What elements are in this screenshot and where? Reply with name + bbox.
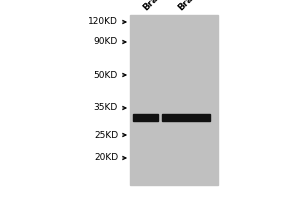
Text: 25KD: 25KD [94, 130, 118, 140]
Text: Brain: Brain [142, 0, 167, 12]
Text: Brain: Brain [177, 0, 202, 12]
Text: 120KD: 120KD [88, 18, 118, 26]
Bar [162, 114, 210, 120]
Text: 90KD: 90KD [94, 38, 118, 46]
Text: 20KD: 20KD [94, 154, 118, 162]
Text: 35KD: 35KD [94, 104, 118, 112]
Bar [133, 114, 158, 120]
Bar [130, 15, 218, 185]
Text: 50KD: 50KD [94, 71, 118, 79]
